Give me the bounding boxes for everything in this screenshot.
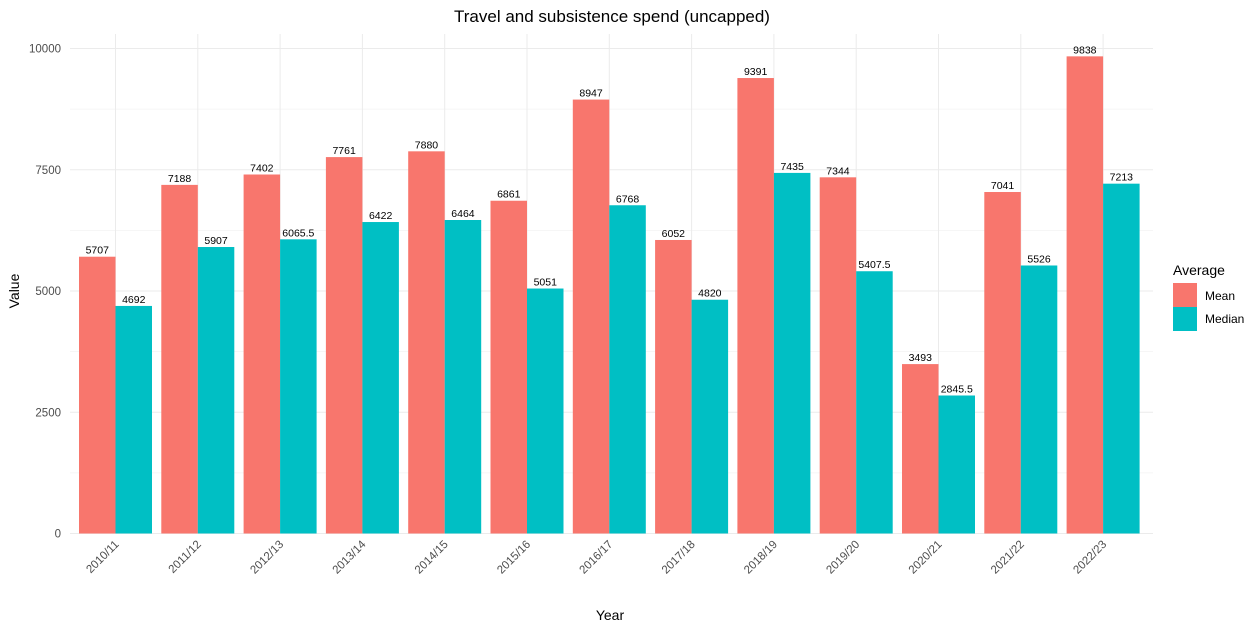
data-label-mean: 7402: [250, 163, 274, 175]
x-tick-label: 2022/23: [1071, 539, 1109, 577]
legend-swatch-median: [1173, 307, 1197, 331]
bar-median: [280, 239, 317, 534]
bar-median: [527, 288, 564, 534]
chart-title: Travel and subsistence spend (uncapped): [454, 7, 770, 26]
x-tick-label: 2012/13: [248, 539, 286, 577]
x-tick-label: 2010/11: [84, 539, 121, 576]
data-label-median: 2845.5: [941, 383, 973, 395]
bar-median: [115, 305, 152, 534]
bar-median: [773, 172, 811, 534]
bar-mean: [408, 151, 445, 534]
bar-mean: [737, 78, 774, 534]
bar-mean: [161, 184, 198, 534]
data-labels: 5707 7188 7402 7761 7880 6861 8947 6052 9391 7344…: [86, 44, 1134, 395]
bar-mean: [490, 200, 527, 534]
y-axis: 0 2500 5000 7500 10000: [29, 44, 61, 541]
bar-median: [444, 219, 482, 534]
y-tick-label: 5000: [35, 286, 61, 298]
y-tick-label: 2500: [35, 407, 61, 419]
data-label-mean: 7041: [991, 180, 1015, 192]
bar-median: [609, 205, 646, 534]
data-label-mean: 7188: [168, 173, 192, 185]
bar-mean: [572, 99, 610, 534]
data-label-median: 6464: [451, 208, 475, 220]
bar-mean: [655, 239, 692, 534]
x-tick-label: 2019/20: [824, 539, 862, 577]
bar-median: [856, 271, 893, 534]
x-tick-label: 2014/15: [413, 539, 451, 577]
x-tick-label: 2011/12: [167, 539, 204, 576]
data-label-median: 4820: [698, 288, 722, 300]
data-label-mean: 6052: [662, 228, 686, 240]
data-label-median: 6422: [369, 210, 393, 222]
data-label-median: 5407.5: [858, 259, 890, 271]
data-label-median: 5907: [204, 235, 228, 247]
y-tick-label: 10000: [29, 44, 61, 56]
legend-swatch-mean: [1173, 283, 1197, 307]
bar-mean: [79, 256, 116, 534]
data-label-median: 5526: [1027, 253, 1051, 265]
data-label-mean: 9391: [744, 66, 768, 78]
legend-label-mean: Mean: [1205, 289, 1235, 303]
x-axis-title: Year: [596, 607, 625, 623]
bar-mean: [902, 364, 939, 534]
data-label-mean: 8947: [579, 88, 603, 100]
data-label-mean: 5707: [86, 245, 110, 257]
x-axis: 2010/11 2011/12 2012/13 2013/14 2014/15 2015/…: [84, 538, 1109, 576]
data-label-median: 6065.5: [282, 227, 314, 239]
legend: Average Mean Median: [1173, 262, 1244, 331]
bar-mean: [819, 177, 857, 534]
x-tick-label: 2013/14: [331, 538, 369, 576]
data-label-median: 7213: [1110, 172, 1134, 184]
x-tick-label: 2015/16: [495, 539, 533, 577]
data-label-median: 4692: [122, 294, 146, 306]
data-label-mean: 9838: [1073, 44, 1097, 56]
bars: [79, 56, 1140, 534]
bar-mean: [984, 192, 1021, 534]
data-label-median: 7435: [780, 161, 804, 173]
y-tick-label: 7500: [35, 165, 61, 177]
bar-median: [938, 395, 975, 534]
legend-label-median: Median: [1205, 312, 1244, 326]
y-tick-label: 0: [55, 529, 61, 541]
bar-median: [1020, 265, 1058, 534]
data-label-median: 6768: [616, 193, 640, 205]
data-label-mean: 7880: [415, 139, 439, 151]
x-tick-label: 2020/21: [907, 539, 945, 577]
y-axis-title: Value: [6, 273, 22, 308]
data-label-mean: 3493: [909, 352, 933, 364]
legend-title: Average: [1173, 262, 1225, 278]
data-label-mean: 7344: [826, 165, 850, 177]
bar-mean: [243, 174, 281, 534]
bar-median: [362, 222, 399, 534]
x-tick-label: 2017/18: [660, 539, 698, 577]
bar-mean: [325, 157, 363, 534]
bar-mean: [1066, 56, 1104, 534]
x-tick-label: 2016/17: [578, 539, 616, 577]
x-tick-label: 2021/22: [989, 539, 1027, 577]
data-label-mean: 6861: [497, 189, 521, 201]
data-label-median: 5051: [534, 277, 558, 289]
bar-median: [197, 247, 235, 534]
data-label-mean: 7761: [332, 145, 356, 157]
x-tick-label: 2018/19: [742, 539, 780, 577]
bar-median: [691, 299, 729, 534]
bar-median: [1103, 183, 1140, 534]
